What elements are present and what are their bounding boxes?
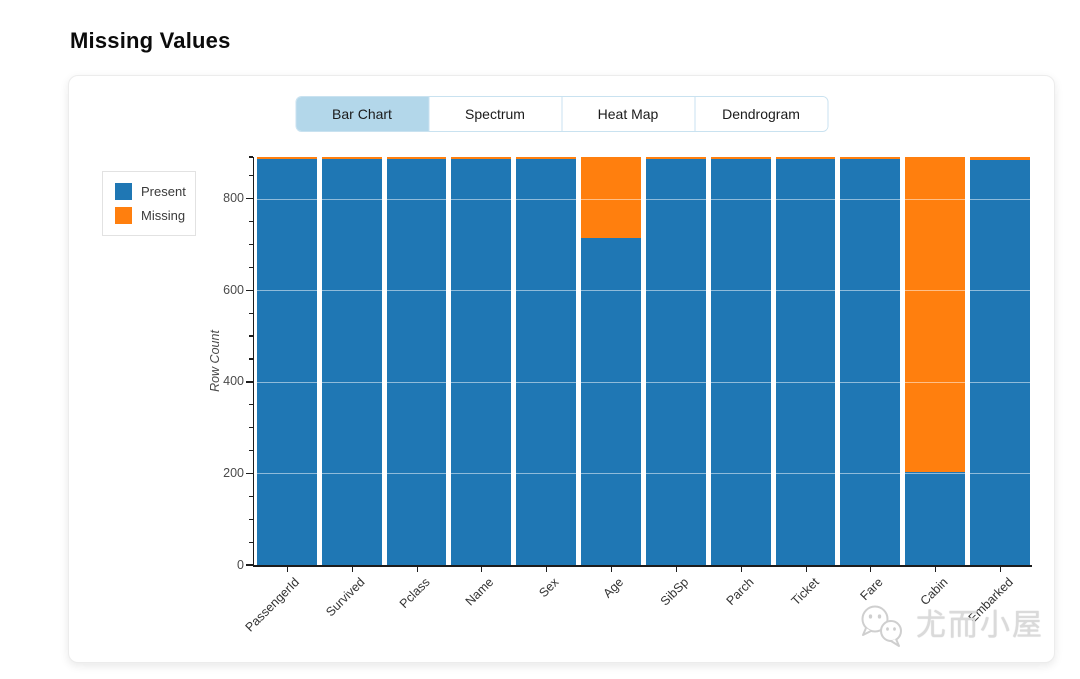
x-tick <box>416 567 419 572</box>
bar-segment-present <box>321 158 382 565</box>
bar-pclass <box>386 157 447 565</box>
y-axis-title: Row Count <box>208 330 222 392</box>
y-tick-minor <box>248 495 253 497</box>
y-tick-major <box>246 197 253 200</box>
bar-segment-missing <box>581 157 641 239</box>
bar-segment-missing <box>970 157 1030 160</box>
tab-heat-map[interactable]: Heat Map <box>562 97 695 131</box>
bar-survived <box>321 157 382 565</box>
bar-segment-missing <box>516 157 577 159</box>
y-tick-label: 800 <box>223 191 244 206</box>
y-tick-minor <box>248 335 253 337</box>
y-tick-minor <box>248 220 253 223</box>
bar-segment-present <box>970 159 1030 565</box>
x-tick <box>480 567 483 572</box>
bar-cabin <box>905 157 966 565</box>
y-tick-major <box>246 289 253 291</box>
x-tick <box>934 567 937 572</box>
x-tick <box>869 567 872 572</box>
y-tick-minor <box>248 427 253 429</box>
legend-swatch-missing <box>115 207 132 224</box>
bar-segment-present <box>581 238 641 565</box>
y-tick-minor <box>248 175 253 177</box>
page-title: Missing Values <box>70 28 231 53</box>
x-tick <box>286 567 289 572</box>
tab-bar-chart[interactable]: Bar Chart <box>296 97 429 131</box>
tab-spectrum[interactable]: Spectrum <box>429 97 562 131</box>
bar-segment-present <box>775 158 836 565</box>
legend-swatch-present <box>115 183 132 200</box>
bar-segment-missing <box>451 157 512 159</box>
y-tick-minor <box>248 449 253 452</box>
bar-ticket <box>775 157 836 565</box>
legend-label: Present <box>141 184 186 199</box>
bar-segment-present <box>257 158 317 565</box>
legend: Present Missing <box>102 171 196 236</box>
bar-embarked <box>970 157 1030 565</box>
bar-segment-missing <box>775 157 836 159</box>
x-tick <box>610 567 613 572</box>
legend-item-present: Present <box>115 183 186 200</box>
bar-segment-missing <box>840 157 901 159</box>
legend-label: Missing <box>141 208 186 223</box>
plot-area <box>253 157 1032 567</box>
bar-segment-missing <box>386 157 447 159</box>
watermark-text: 尤而小屋 <box>916 609 1044 642</box>
y-tick-minor <box>248 266 253 268</box>
y-tick-minor <box>248 518 253 520</box>
y-tick-minor <box>248 312 253 314</box>
bar-segment-missing <box>321 157 382 159</box>
missing-values-card: Bar Chart Spectrum Heat Map Dendrogram Pres… <box>68 75 1055 663</box>
bar-segment-present <box>645 158 706 565</box>
y-tick-major <box>246 381 253 383</box>
bar-segment-missing <box>257 157 317 159</box>
bar-segment-missing <box>905 157 966 472</box>
y-tick-minor <box>248 358 253 360</box>
x-tick <box>351 567 354 572</box>
y-tick-minor <box>248 541 253 543</box>
y-tick-label: 600 <box>223 282 244 297</box>
bar-segment-missing <box>710 157 771 159</box>
bar-sex <box>516 157 577 565</box>
x-tick <box>675 567 678 572</box>
y-tick-major <box>246 472 253 475</box>
y-tick-minor <box>248 156 253 158</box>
bar-fare <box>840 157 901 565</box>
bar-age <box>581 157 641 565</box>
bar-segment-present <box>905 471 966 565</box>
bar-passengerid <box>257 157 317 565</box>
bar-segment-present <box>386 158 447 565</box>
bar-parch <box>710 157 771 565</box>
chart-type-tabs: Bar Chart Spectrum Heat Map Dendrogram <box>295 96 828 132</box>
bar-name <box>451 157 512 565</box>
y-tick-label: 0 <box>237 557 244 572</box>
bar-segment-present <box>451 158 512 565</box>
legend-item-missing: Missing <box>115 207 186 224</box>
y-tick-minor <box>248 404 253 406</box>
bar-sibsp <box>645 157 706 565</box>
chat-bubbles-icon <box>861 605 902 647</box>
bars-container <box>254 157 1032 565</box>
bar-segment-present <box>516 158 577 565</box>
x-tick <box>999 567 1002 572</box>
x-tick <box>545 567 548 572</box>
bar-segment-present <box>710 158 771 565</box>
y-tick-minor <box>248 243 253 246</box>
bar-segment-present <box>840 158 901 565</box>
x-tick <box>805 567 808 572</box>
y-tick-major <box>246 564 253 566</box>
x-tick <box>740 567 743 572</box>
bar-segment-missing <box>645 157 706 159</box>
tab-dendrogram[interactable]: Dendrogram <box>695 97 827 131</box>
watermark: 尤而小屋 <box>858 604 1044 648</box>
y-tick-label: 400 <box>223 374 244 389</box>
y-tick-label: 200 <box>223 465 244 480</box>
